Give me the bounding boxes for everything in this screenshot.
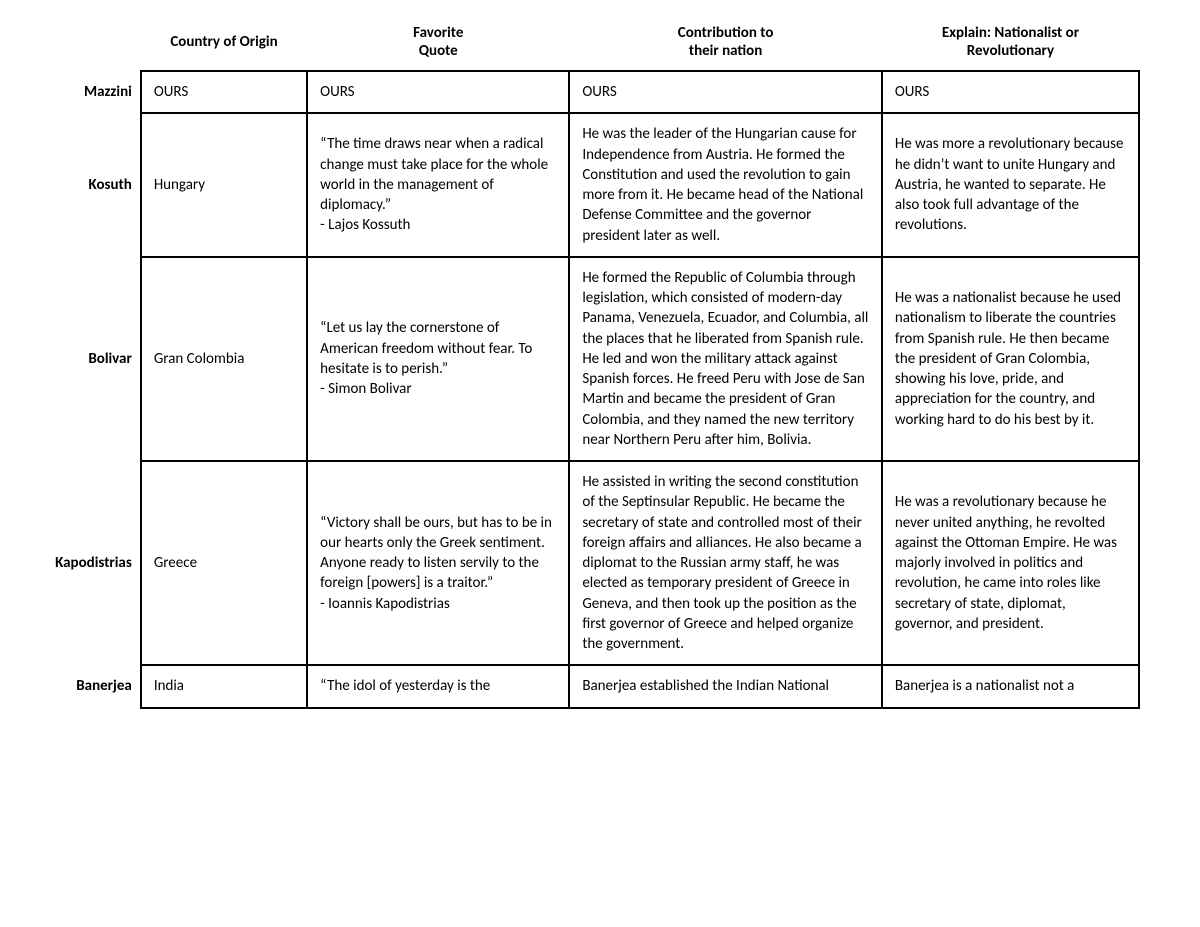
col-header-country: Country of Origin (141, 20, 307, 71)
row-header-mazzini: Mazzini (40, 71, 141, 113)
table-row: Banerjea India “The idol of yesterday is… (40, 665, 1139, 707)
col-header-contribution: Contribution totheir nation (569, 20, 882, 71)
cell-quote: “Victory shall be ours, but has to be in… (307, 461, 569, 665)
cell-explain: He was a revolutionary because he never … (882, 461, 1139, 665)
row-header-kapodistrias: Kapodistrias (40, 461, 141, 665)
cell-contribution: He assisted in writing the second consti… (569, 461, 882, 665)
cell-contribution: He was the leader of the Hungarian cause… (569, 113, 882, 257)
col-header-quote: FavoriteQuote (307, 20, 569, 71)
cell-explain: Banerjea is a nationalist not a (882, 665, 1139, 707)
table-row: Mazzini OURS OURS OURS OURS (40, 71, 1139, 113)
cell-explain: He was a nationalist because he used nat… (882, 257, 1139, 461)
table-row: Kosuth Hungary “The time draws near when… (40, 113, 1139, 257)
cell-contribution: OURS (569, 71, 882, 113)
cell-explain: He was more a revolutionary because he d… (882, 113, 1139, 257)
cell-country: Gran Colombia (141, 257, 307, 461)
cell-country: Greece (141, 461, 307, 665)
cell-contribution: Banerjea established the Indian National (569, 665, 882, 707)
cell-quote: OURS (307, 71, 569, 113)
blank-corner (40, 20, 141, 71)
row-header-kosuth: Kosuth (40, 113, 141, 257)
nationalists-table: Country of Origin FavoriteQuote Contribu… (40, 20, 1140, 709)
cell-quote: “Let us lay the cornerstone of American … (307, 257, 569, 461)
table-row: Kapodistrias Greece “Victory shall be ou… (40, 461, 1139, 665)
row-header-bolivar: Bolivar (40, 257, 141, 461)
cell-contribution: He formed the Republic of Columbia throu… (569, 257, 882, 461)
header-row: Country of Origin FavoriteQuote Contribu… (40, 20, 1139, 71)
cell-explain: OURS (882, 71, 1139, 113)
col-header-explain: Explain: Nationalist orRevolutionary (882, 20, 1139, 71)
cell-quote: “The idol of yesterday is the (307, 665, 569, 707)
cell-country: India (141, 665, 307, 707)
table-row: Bolivar Gran Colombia “Let us lay the co… (40, 257, 1139, 461)
row-header-banerjea: Banerjea (40, 665, 141, 707)
cell-quote: “The time draws near when a radical chan… (307, 113, 569, 257)
cell-country: OURS (141, 71, 307, 113)
cell-country: Hungary (141, 113, 307, 257)
